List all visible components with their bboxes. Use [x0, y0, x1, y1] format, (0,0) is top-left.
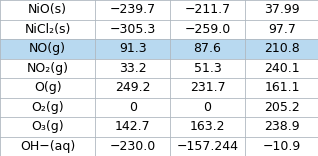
Text: 249.2: 249.2: [115, 81, 150, 94]
Text: O₃(g): O₃(g): [31, 120, 64, 133]
Bar: [0, 20, 318, 39]
Text: NO₂(g): NO₂(g): [27, 62, 69, 75]
Text: 238.9: 238.9: [264, 120, 300, 133]
Text: NiCl₂(s): NiCl₂(s): [24, 23, 71, 36]
Text: −10.9: −10.9: [263, 140, 301, 153]
Text: 97.7: 97.7: [268, 23, 296, 36]
Text: −305.3: −305.3: [110, 23, 156, 36]
Text: −239.7: −239.7: [110, 3, 156, 16]
Bar: [0, 0, 318, 20]
Text: −211.7: −211.7: [184, 3, 231, 16]
Text: 231.7: 231.7: [190, 81, 225, 94]
Text: 33.2: 33.2: [119, 62, 147, 75]
Text: −230.0: −230.0: [110, 140, 156, 153]
Text: O(g): O(g): [34, 81, 61, 94]
Text: O₂(g): O₂(g): [31, 101, 64, 114]
Text: 240.1: 240.1: [264, 62, 300, 75]
Bar: [0, 98, 318, 117]
Bar: [0, 117, 318, 136]
Bar: [0, 39, 318, 58]
Text: 37.99: 37.99: [264, 3, 300, 16]
Text: 142.7: 142.7: [115, 120, 151, 133]
Text: 87.6: 87.6: [194, 42, 221, 55]
Text: 205.2: 205.2: [264, 101, 300, 114]
Text: 161.1: 161.1: [265, 81, 300, 94]
Bar: [0, 58, 318, 78]
Text: 0: 0: [129, 101, 137, 114]
Text: NO(g): NO(g): [29, 42, 66, 55]
Bar: [0, 136, 318, 156]
Text: OH−(aq): OH−(aq): [20, 140, 75, 153]
Text: 163.2: 163.2: [190, 120, 225, 133]
Text: NiO(s): NiO(s): [28, 3, 67, 16]
Text: 0: 0: [204, 101, 211, 114]
Text: 51.3: 51.3: [194, 62, 221, 75]
Bar: [0, 78, 318, 98]
Text: 91.3: 91.3: [119, 42, 147, 55]
Text: 210.8: 210.8: [264, 42, 300, 55]
Text: −157.244: −157.244: [176, 140, 238, 153]
Text: −259.0: −259.0: [184, 23, 231, 36]
